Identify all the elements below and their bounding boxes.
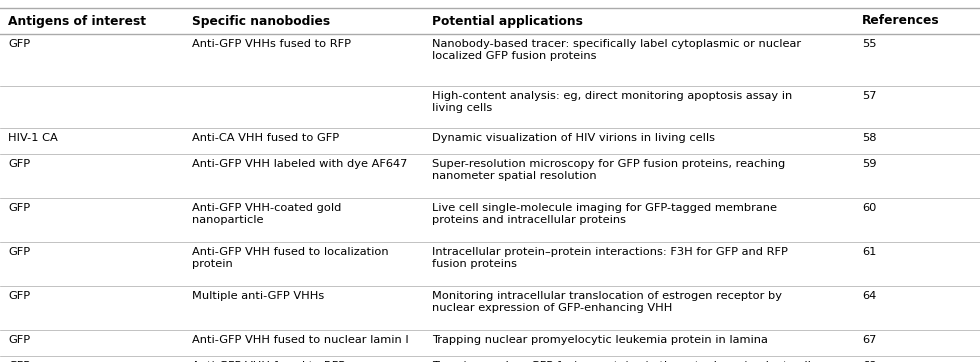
Text: HIV-1 CA: HIV-1 CA — [8, 133, 58, 143]
Text: Anti-CA VHH fused to GFP: Anti-CA VHH fused to GFP — [192, 133, 339, 143]
Text: References: References — [862, 14, 940, 28]
Text: Dynamic visualization of HIV virions in living cells: Dynamic visualization of HIV virions in … — [432, 133, 715, 143]
Text: 61: 61 — [862, 247, 876, 257]
Text: Intracellular protein–protein interactions: F3H for GFP and RFP
fusion proteins: Intracellular protein–protein interactio… — [432, 247, 788, 269]
Text: Anti-GFP VHH fused to RFP: Anti-GFP VHH fused to RFP — [192, 361, 345, 362]
Text: 64: 64 — [862, 291, 876, 301]
Text: GFP: GFP — [8, 39, 30, 49]
Text: Nanobody-based tracer: specifically label cytoplasmic or nuclear
localized GFP f: Nanobody-based tracer: specifically labe… — [432, 39, 801, 60]
Text: Multiple anti-GFP VHHs: Multiple anti-GFP VHHs — [192, 291, 324, 301]
Text: 57: 57 — [862, 91, 876, 101]
Text: 67: 67 — [862, 335, 876, 345]
Text: Anti-GFP VHH-coated gold
nanoparticle: Anti-GFP VHH-coated gold nanoparticle — [192, 203, 341, 224]
Text: Antigens of interest: Antigens of interest — [8, 14, 146, 28]
Text: High-content analysis: eg, direct monitoring apoptosis assay in
living cells: High-content analysis: eg, direct monito… — [432, 91, 792, 113]
Text: Anti-GFP VHH fused to localization
protein: Anti-GFP VHH fused to localization prote… — [192, 247, 389, 269]
Text: Potential applications: Potential applications — [432, 14, 583, 28]
Text: Live cell single-molecule imaging for GFP-tagged membrane
proteins and intracell: Live cell single-molecule imaging for GF… — [432, 203, 777, 224]
Text: Super-resolution microscopy for GFP fusion proteins, reaching
nanometer spatial : Super-resolution microscopy for GFP fusi… — [432, 159, 785, 181]
Text: Anti-GFP VHH labeled with dye AF647: Anti-GFP VHH labeled with dye AF647 — [192, 159, 408, 169]
Text: 58: 58 — [862, 133, 876, 143]
Text: GFP: GFP — [8, 291, 30, 301]
Text: GFP: GFP — [8, 361, 30, 362]
Text: 60: 60 — [862, 203, 876, 213]
Text: Trapping nuclear GFP fusion proteins in the cytoplasm in plant cells: Trapping nuclear GFP fusion proteins in … — [432, 361, 816, 362]
Text: Monitoring intracellular translocation of estrogen receptor by
nuclear expressio: Monitoring intracellular translocation o… — [432, 291, 782, 313]
Text: Specific nanobodies: Specific nanobodies — [192, 14, 330, 28]
Text: 68: 68 — [862, 361, 876, 362]
Text: Trapping nuclear promyelocytic leukemia protein in lamina: Trapping nuclear promyelocytic leukemia … — [432, 335, 768, 345]
Text: 59: 59 — [862, 159, 876, 169]
Text: Anti-GFP VHHs fused to RFP: Anti-GFP VHHs fused to RFP — [192, 39, 351, 49]
Text: GFP: GFP — [8, 203, 30, 213]
Text: GFP: GFP — [8, 247, 30, 257]
Text: Anti-GFP VHH fused to nuclear lamin I: Anti-GFP VHH fused to nuclear lamin I — [192, 335, 409, 345]
Text: 55: 55 — [862, 39, 876, 49]
Text: GFP: GFP — [8, 159, 30, 169]
Text: GFP: GFP — [8, 335, 30, 345]
